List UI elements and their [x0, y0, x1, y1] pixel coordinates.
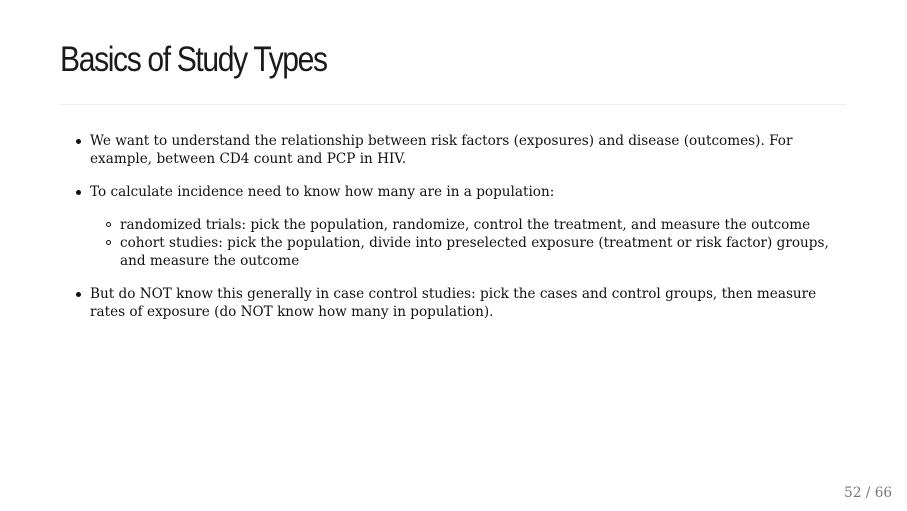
bullet-item: To calculate incidence need to know how … — [60, 183, 846, 270]
bullet-item: But do NOT know this generally in case c… — [60, 285, 846, 321]
sub-bullet-text: randomized trials: pick the population, … — [120, 217, 811, 233]
bullet-text: But do NOT know this generally in case c… — [90, 286, 817, 320]
sub-bullet-text: cohort studies: pick the population, div… — [120, 235, 829, 269]
bullet-list: We want to understand the relationship b… — [60, 132, 846, 321]
slide-content: We want to understand the relationship b… — [60, 132, 846, 336]
page-number: 52 / 66 — [844, 485, 892, 501]
sub-bullet-list: randomized trials: pick the population, … — [90, 216, 846, 270]
bullet-item: We want to understand the relationship b… — [60, 132, 846, 168]
slide-title: Basics of Study Types — [60, 40, 328, 79]
sub-bullet-item: cohort studies: pick the population, div… — [90, 234, 846, 270]
title-divider — [60, 104, 846, 105]
bullet-text: To calculate incidence need to know how … — [90, 184, 555, 200]
bullet-text: We want to understand the relationship b… — [90, 133, 793, 167]
sub-bullet-item: randomized trials: pick the population, … — [90, 216, 846, 234]
